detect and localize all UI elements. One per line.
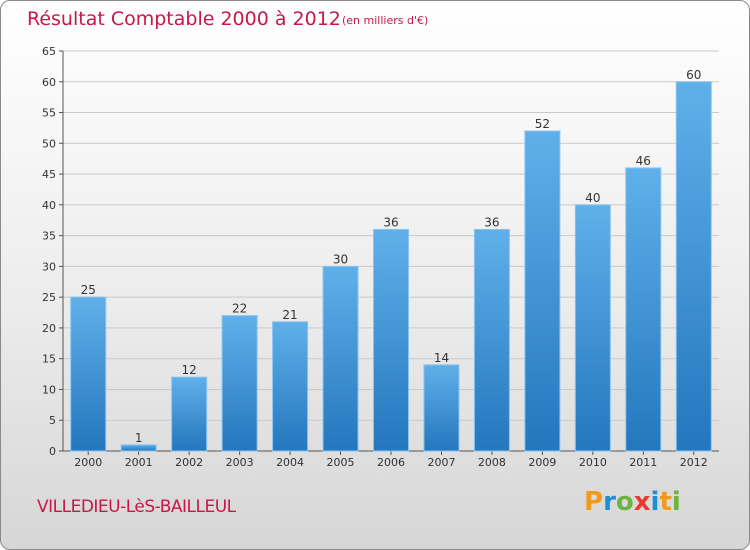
data-label: 46: [636, 154, 651, 168]
y-tick-label: 0: [49, 445, 56, 458]
y-tick-label: 30: [42, 260, 56, 273]
x-tick-label: 2003: [226, 456, 254, 469]
bar: [272, 321, 309, 452]
bar: [625, 167, 662, 452]
data-label: 52: [535, 117, 550, 131]
bar: [473, 228, 510, 452]
y-tick-label: 60: [42, 76, 56, 89]
x-tick-label: 2005: [327, 456, 355, 469]
data-label: 22: [232, 302, 247, 316]
data-label: 36: [383, 215, 398, 229]
labels: 25 1 12 22 21 30 36 14 36 52 40 46 60: [81, 68, 702, 445]
x-tick-label: 2004: [276, 456, 304, 469]
y-tick-label: 40: [42, 199, 56, 212]
y-tick-label: 10: [42, 383, 56, 396]
x-tick-label: 2000: [74, 456, 102, 469]
bar: [373, 228, 409, 452]
chart-subtitle: (en milliers d'€): [342, 14, 429, 27]
data-label: 60: [686, 68, 701, 82]
proxiti-logo: Proxiti: [584, 487, 681, 517]
x-tick-label: 2007: [427, 456, 455, 469]
y-tick-label: 50: [42, 137, 56, 150]
bar: [574, 204, 611, 452]
chart-title: Résultat Comptable 2000 à 2012: [27, 8, 341, 30]
bar: [171, 376, 208, 452]
x-tick-label: 2008: [478, 456, 506, 469]
y-tick-label: 55: [42, 107, 56, 120]
bar: [120, 444, 157, 452]
y-tick-label: 25: [42, 291, 56, 304]
bar: [322, 265, 359, 452]
data-label: 30: [333, 252, 348, 266]
y-tick-label: 5: [49, 414, 56, 427]
x-tick-label: 2011: [629, 456, 657, 469]
y-tick-label: 20: [42, 322, 56, 335]
data-label: 36: [484, 215, 499, 229]
bar: [675, 81, 712, 452]
data-label: 14: [434, 351, 449, 365]
data-label: 12: [182, 363, 197, 377]
bars: [70, 81, 712, 452]
x-tick-label: 2002: [175, 456, 203, 469]
data-label: 40: [585, 191, 600, 205]
bar: [423, 364, 460, 452]
y-tick-label: 35: [42, 230, 56, 243]
x-tick-label: 2001: [125, 456, 153, 469]
bar: [70, 296, 107, 452]
y-tick-label: 45: [42, 168, 56, 181]
bar: [524, 130, 561, 452]
x-tick-label: 2012: [680, 456, 708, 469]
x-tick-label: 2010: [579, 456, 607, 469]
data-label: 25: [81, 283, 96, 297]
data-label: 1: [135, 431, 143, 445]
data-label: 21: [282, 308, 297, 322]
y-tick-label: 65: [42, 45, 56, 58]
x-tick-label: 2009: [528, 456, 556, 469]
x-tick-label: 2006: [377, 456, 405, 469]
bar: [221, 315, 258, 452]
commune-name: VILLEDIEU-LèS-BAILLEUL: [37, 497, 236, 517]
y-tick-label: 15: [42, 353, 56, 366]
